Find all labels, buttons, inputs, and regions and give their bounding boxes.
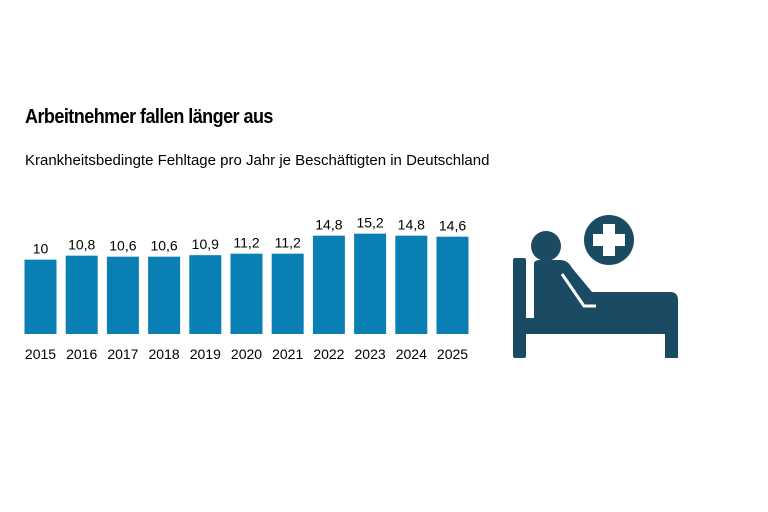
patient-in-bed-icon	[513, 215, 678, 358]
data-label-2018: 10,6	[150, 238, 177, 254]
bar-2025	[436, 236, 469, 334]
data-label-2015: 10	[33, 241, 49, 257]
tick-label-2023: 2023	[355, 346, 386, 362]
data-label-2022: 14,8	[315, 217, 342, 233]
tick-label-2022: 2022	[313, 346, 344, 362]
tick-label-2017: 2017	[107, 346, 138, 362]
bar-2020	[230, 253, 263, 334]
data-label-2020: 11,2	[233, 235, 259, 251]
bar-2021	[271, 253, 304, 334]
data-label-2024: 14,8	[398, 217, 425, 233]
bar-2022	[312, 235, 345, 334]
data-label-2019: 10,9	[192, 236, 219, 252]
data-label-2021: 11,2	[275, 235, 301, 251]
bar-2024	[395, 235, 428, 334]
data-label-2017: 10,6	[109, 238, 136, 254]
data-label-2023: 15,2	[356, 215, 383, 231]
tick-label-2015: 2015	[25, 346, 56, 362]
tick-label-2024: 2024	[396, 346, 427, 362]
data-label-2016: 10,8	[68, 237, 95, 253]
tick-label-2020: 2020	[231, 346, 262, 362]
data-label-2025: 14,6	[439, 218, 466, 234]
tick-label-2016: 2016	[66, 346, 97, 362]
bar-2018	[148, 256, 181, 334]
bar-2017	[106, 256, 139, 334]
chart-title: Arbeitnehmer fallen länger aus	[25, 106, 273, 128]
bar-2019	[189, 255, 222, 334]
tick-label-2021: 2021	[272, 346, 303, 362]
chart-subtitle: Krankheitsbedingte Fehltage pro Jahr je …	[25, 152, 490, 169]
tick-label-2019: 2019	[190, 346, 221, 362]
tick-label-2025: 2025	[437, 346, 468, 362]
tick-label-2018: 2018	[149, 346, 180, 362]
bar-2016	[65, 255, 98, 334]
bar-2015	[24, 259, 57, 334]
bar-2023	[354, 233, 387, 334]
